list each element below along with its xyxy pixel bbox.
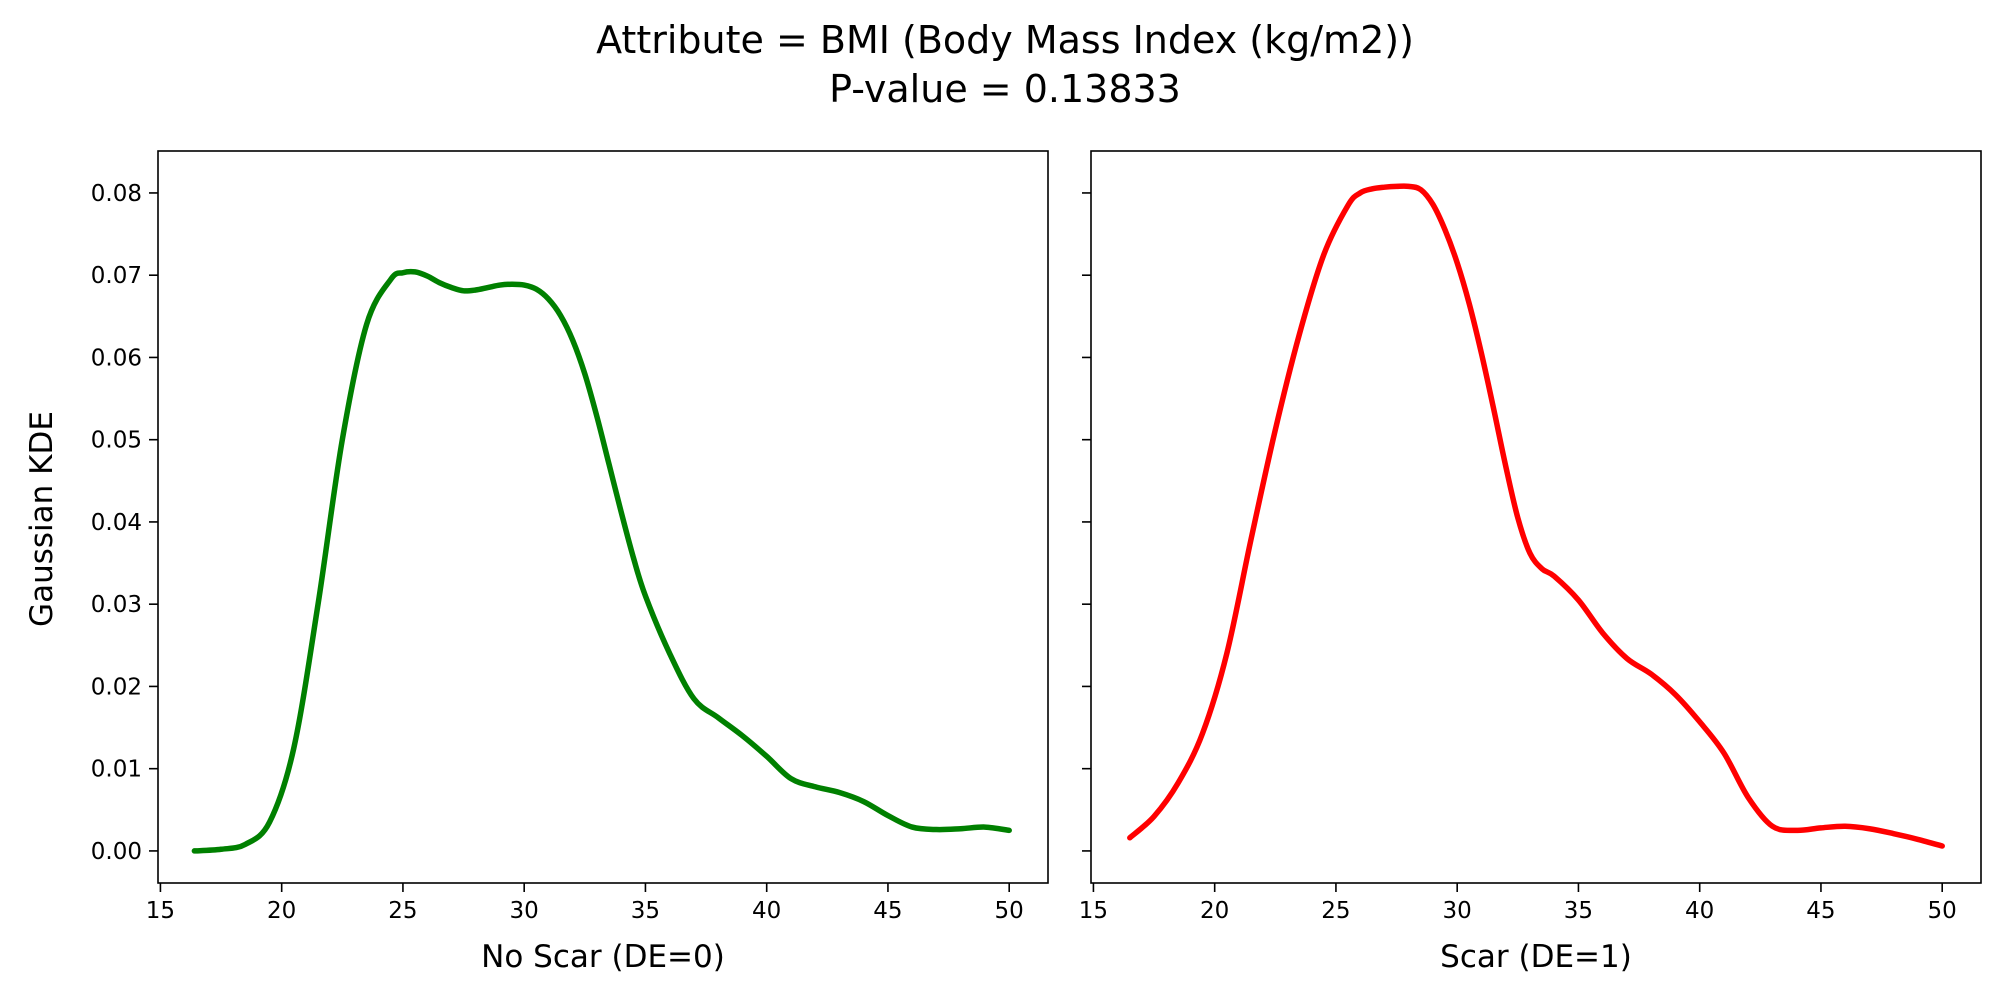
- right-x-tick-label: 25: [1321, 898, 1350, 924]
- left-x-tick-label: 35: [631, 898, 660, 924]
- left-y-tick-label: 0.01: [91, 757, 142, 783]
- y-axis-label: Gaussian KDE: [24, 411, 60, 627]
- left-x-tick-label: 25: [388, 898, 417, 924]
- right-x-tick-label: 30: [1443, 898, 1472, 924]
- left-y-tick-label: 0.04: [91, 510, 142, 536]
- left-x-tick-label: 15: [146, 898, 175, 924]
- right-x-axis-label: Scar (DE=1): [1440, 939, 1632, 975]
- left-y-tick-label: 0.07: [91, 263, 142, 289]
- right-x-tick-label: 35: [1564, 898, 1593, 924]
- right-x-tick-label: 50: [1928, 898, 1957, 924]
- right-x-tick-label: 40: [1685, 898, 1714, 924]
- left-kde-curve: [191, 268, 1012, 854]
- left-x-axis-label: No Scar (DE=0): [481, 939, 725, 975]
- left-x-tick-label: 45: [873, 898, 902, 924]
- right-x-tick-label: 45: [1806, 898, 1835, 924]
- left-y-tick-label: 0.06: [91, 345, 142, 371]
- left-panel-frame: [157, 150, 1049, 884]
- left-y-tick-label: 0.03: [91, 592, 142, 618]
- left-x-tick-label: 40: [752, 898, 781, 924]
- chart-title-line1: Attribute = BMI (Body Mass Index (kg/m2)…: [596, 18, 1414, 62]
- left-y-tick-label: 0.05: [91, 428, 142, 454]
- left-y-tick-label: 0.08: [91, 181, 142, 207]
- right-kde-curve: [1127, 183, 1945, 849]
- right-x-tick-label: 15: [1079, 898, 1108, 924]
- left-x-tick-label: 20: [267, 898, 296, 924]
- chart-title-line2: P-value = 0.13833: [829, 67, 1181, 111]
- left-y-tick-label: 0.00: [91, 839, 142, 865]
- left-y-tick-label: 0.02: [91, 674, 142, 700]
- right-panel: 15 20 25 30 35 40 45 50 Scar (DE=1): [1079, 150, 1982, 975]
- left-panel: 0.00 0.01 0.02 0.03 0.04 0.05 0.06 0.07 0.08 15 2…: [91, 150, 1049, 975]
- right-x-tick-label: 20: [1200, 898, 1229, 924]
- left-x-tick-label: 30: [510, 898, 539, 924]
- left-x-tick-label: 50: [995, 898, 1024, 924]
- right-panel-frame: [1090, 150, 1982, 884]
